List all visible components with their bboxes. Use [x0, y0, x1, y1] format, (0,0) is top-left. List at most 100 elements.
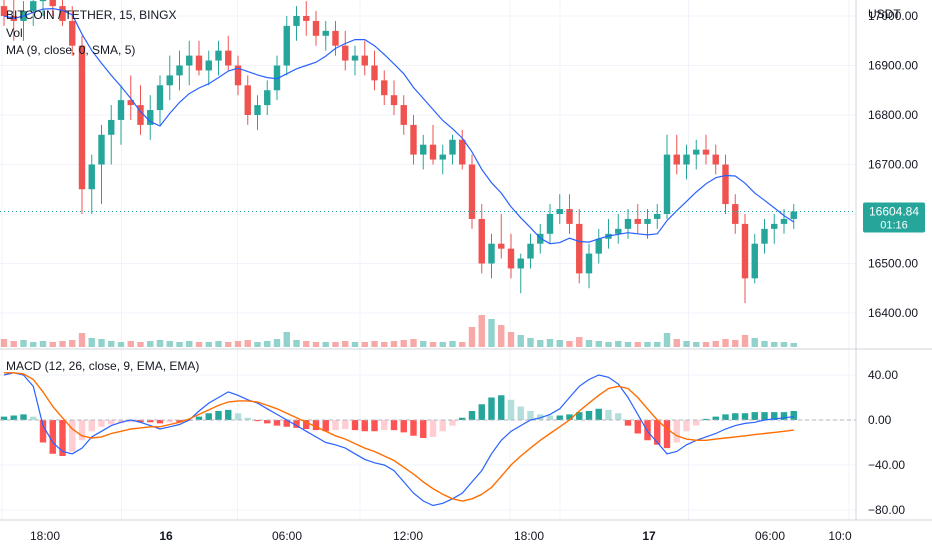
- histogram-bar: [0, 416, 8, 420]
- volume-bar: [59, 341, 66, 347]
- volume-bar: [137, 342, 144, 347]
- candle-body: [722, 164, 729, 205]
- candle-body: [137, 105, 144, 125]
- candle-body: [478, 218, 485, 264]
- candle-body: [517, 258, 524, 269]
- symbol-title[interactable]: BITCOIN / TETHER, 15, BINGX: [6, 8, 176, 22]
- candle-body: [176, 65, 183, 76]
- histogram-bar: [49, 420, 56, 454]
- candle-body: [186, 55, 193, 66]
- volume-bar: [30, 342, 37, 347]
- candle-body: [624, 218, 632, 229]
- price-axis[interactable]: 16400.0016500.0016600.0016700.0016800.00…: [868, 0, 918, 320]
- candle-body: [244, 85, 251, 115]
- candle-body: [790, 211, 797, 219]
- histogram-bar: [264, 420, 271, 424]
- time-tick-label: 12:00: [393, 529, 423, 543]
- histogram-bar: [712, 416, 719, 420]
- volume-bar: [78, 333, 86, 347]
- volume-bar: [147, 341, 154, 347]
- histogram-bar: [59, 420, 66, 456]
- histogram-bar: [771, 412, 778, 420]
- volume-bar: [576, 337, 583, 347]
- candle-body: [127, 100, 134, 106]
- candle-body: [30, 1, 37, 12]
- candle-body: [49, 0, 56, 7]
- price-badge-bg: [863, 202, 925, 233]
- candle-body: [156, 85, 164, 111]
- histogram-bar: [507, 399, 515, 420]
- histogram-bar: [615, 413, 622, 420]
- histogram-bar: [234, 413, 242, 420]
- volume-bar: [254, 342, 261, 347]
- histogram-bar: [244, 417, 251, 420]
- ma-label[interactable]: MA (9, close, 0, SMA, 5): [6, 43, 135, 57]
- volume-bar: [205, 342, 212, 347]
- volume-bar: [429, 342, 437, 347]
- histogram-bar: [693, 420, 700, 426]
- time-tick-label: 18:00: [514, 529, 544, 543]
- volume-bar: [234, 341, 242, 347]
- histogram-bar: [303, 420, 310, 429]
- volume-bar: [322, 342, 329, 347]
- volume-bar: [332, 342, 339, 347]
- candlesticks[interactable]: [0, 0, 797, 304]
- volume-bar: [117, 342, 125, 347]
- macd-axis[interactable]: 40.00 0.00 −40.00 −80.00: [868, 368, 905, 517]
- volume-bar: [459, 342, 466, 347]
- candle-body: [439, 154, 446, 160]
- time-tick-label: 10:0: [828, 529, 852, 543]
- volume-bar: [751, 338, 758, 347]
- candle-body: [390, 95, 398, 106]
- candle-body: [761, 228, 768, 244]
- histogram-bar: [605, 409, 612, 420]
- histogram-bar: [790, 411, 797, 420]
- volume-bars: [0, 315, 797, 347]
- histogram-bar: [371, 420, 378, 432]
- ma-line: [3, 7, 795, 245]
- price-tick-label: 16500.00: [868, 257, 918, 271]
- candle-body: [342, 45, 349, 61]
- macd-histogram: [0, 395, 797, 456]
- candle-body: [381, 80, 388, 96]
- candle-body: [254, 105, 261, 115]
- histogram-bar: [498, 395, 505, 420]
- candle-body: [215, 50, 222, 61]
- histogram-bar: [702, 418, 710, 420]
- time-axis[interactable]: 18:00 16 06:00 12:00 18:00 17 06:00 10:0: [30, 529, 852, 543]
- vol-label[interactable]: Vol: [6, 26, 23, 40]
- histogram-bar: [761, 412, 768, 420]
- volume-bar: [507, 332, 515, 347]
- time-tick-label: 17: [642, 529, 656, 543]
- candle-body: [498, 243, 505, 249]
- candle-body: [780, 218, 788, 224]
- candle-body: [234, 65, 242, 86]
- histogram-bar: [98, 420, 105, 427]
- histogram-bar: [332, 420, 339, 431]
- volume-bar: [566, 341, 573, 347]
- volume-bar: [361, 342, 368, 347]
- macd-label[interactable]: MACD (12, 26, close, 9, EMA, EMA): [6, 359, 199, 373]
- histogram-bar: [468, 411, 476, 420]
- volume-bar: [195, 342, 203, 347]
- volume-bar: [312, 342, 320, 347]
- volume-bar: [351, 342, 359, 347]
- time-tick-label: 06:00: [272, 529, 302, 543]
- candle-body: [585, 253, 593, 274]
- volume-bar: [186, 341, 193, 347]
- histogram-bar: [673, 420, 680, 443]
- volume-bar: [156, 340, 164, 347]
- histogram-bar: [225, 409, 232, 420]
- histogram-bar: [137, 420, 144, 423]
- candle-body: [420, 144, 427, 155]
- volume-bar: [225, 342, 232, 347]
- price-badge: 16604.84 01:16: [863, 202, 925, 233]
- volume-bar: [478, 315, 485, 347]
- histogram-bar: [312, 420, 320, 431]
- candle-body: [371, 65, 378, 81]
- volume-bar: [615, 341, 622, 347]
- volume-bar: [293, 340, 300, 347]
- candle-body: [546, 214, 554, 234]
- candle-body: [615, 228, 622, 234]
